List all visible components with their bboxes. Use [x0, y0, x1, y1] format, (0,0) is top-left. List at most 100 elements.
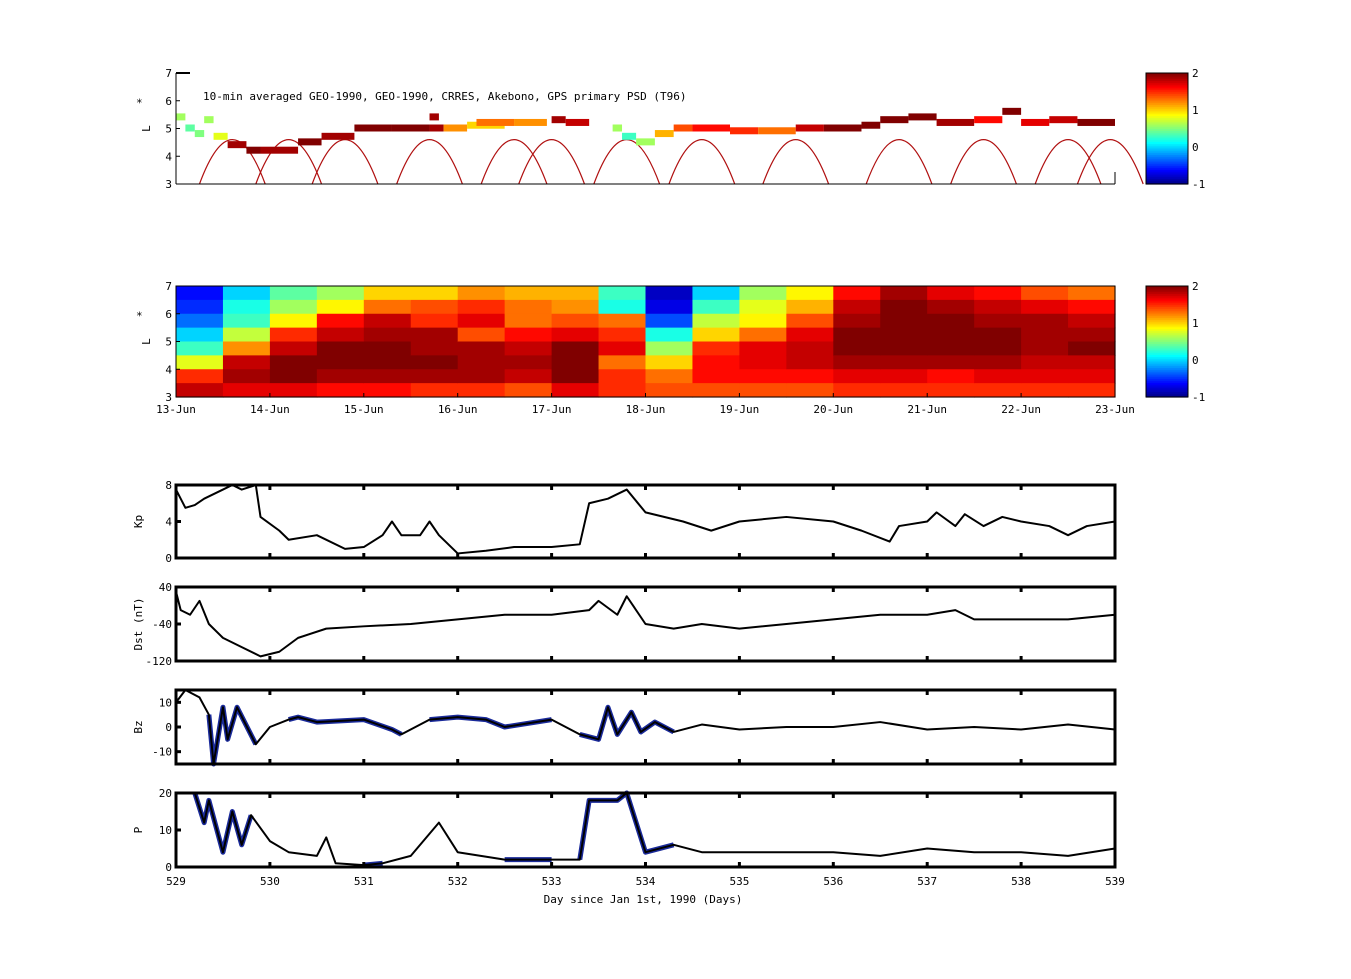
kp-panel: 0 4 8 Kp [132, 479, 1117, 565]
colorbar-cell [1146, 141, 1188, 144]
colorbar-cell [1146, 310, 1188, 313]
heatmap-cell [692, 369, 740, 384]
heatmap-cell [645, 286, 694, 301]
psd-point [246, 146, 261, 154]
heatmap-cell [363, 286, 412, 301]
colorbar-cell [1146, 328, 1188, 331]
colorbar-cell [1146, 289, 1188, 293]
x-tick-label: 13-Jun [156, 403, 196, 416]
heatmap-cell [833, 369, 881, 384]
orbit-pass [593, 139, 661, 185]
heatmap-cell [363, 327, 412, 343]
psd-point [861, 121, 881, 129]
colorbar-cell [1146, 337, 1188, 341]
heatmap-cell [692, 341, 740, 356]
heatmap-cell [880, 341, 928, 356]
heatmap-cell [974, 383, 1022, 398]
heatmap-cell [645, 369, 694, 384]
heatmap-cell [974, 341, 1022, 356]
orbit-pass [255, 139, 323, 185]
heatmap-cell [176, 327, 224, 343]
heatmap-cell [974, 369, 1022, 384]
y-tick-label: 4 [165, 516, 172, 529]
psd-point [730, 127, 759, 135]
heatmap-cell [176, 341, 224, 356]
colorbar-cell [1146, 158, 1188, 161]
heatmap-cell [739, 341, 787, 356]
heatmap-cell [598, 327, 647, 343]
colorbar-frame [1145, 285, 1189, 398]
colorbar-cell [1146, 121, 1188, 124]
colorbar-cell [1146, 354, 1188, 357]
heatmap-cell [645, 327, 694, 343]
data-series [193, 792, 1116, 867]
colorbar-cell [1146, 152, 1188, 155]
heatmap-cell [222, 355, 271, 370]
heatmap-cell [833, 327, 881, 343]
colorbar-cell [1146, 161, 1188, 165]
x-tick-label: 534 [636, 875, 656, 888]
heatmap-cell [739, 369, 787, 384]
heatmap-cell [739, 313, 787, 329]
heatmap-cell [880, 383, 928, 398]
psd-point [936, 118, 975, 126]
colorbar-cell [1146, 308, 1188, 311]
x-tick-label: 22-Jun [1001, 403, 1041, 416]
heatmap-cell [222, 286, 271, 301]
colorbar-cell [1146, 145, 1188, 148]
colorbar-cell [1146, 374, 1188, 378]
colorbar-cell [1146, 343, 1188, 346]
psd-point [260, 146, 299, 154]
heatmap-cell [504, 327, 553, 343]
colorbar-cell [1146, 326, 1188, 330]
heatmap-cell [927, 383, 975, 398]
colorbar-cell [1146, 115, 1188, 118]
heatmap-cell [410, 369, 459, 384]
x-tick-label: 538 [1011, 875, 1031, 888]
orbit-pass [668, 139, 736, 185]
heatmap-cell [739, 286, 787, 301]
heatmap-cell [739, 355, 787, 370]
heatmap-cell [176, 299, 224, 315]
orbit-pass [1034, 139, 1102, 185]
colorbar-cell [1146, 304, 1188, 307]
heatmap-cell [222, 383, 271, 398]
heatmap-cell [269, 299, 318, 315]
colorbar-tick-label: 2 [1192, 280, 1199, 293]
colorbar-cell [1146, 154, 1188, 157]
heatmap-cell [269, 341, 318, 356]
heatmap-cell [504, 383, 553, 398]
x-tick-label: 530 [260, 875, 280, 888]
heatmap-cell [974, 355, 1022, 370]
colorbar-cell [1146, 295, 1188, 298]
x-tick-label: 531 [354, 875, 374, 888]
heatmap-cell [645, 313, 694, 329]
y-axis-label: Kp [132, 515, 145, 528]
heatmap-cell [457, 327, 506, 343]
heatmap-cell [833, 299, 881, 315]
heatmap-cell [786, 299, 834, 315]
heatmap-cell [457, 369, 506, 384]
heatmap-cell [1068, 369, 1116, 384]
psd-point [880, 116, 909, 124]
colorbar-cell [1146, 356, 1188, 359]
heatmap-cell [598, 299, 647, 315]
heatmap-cell [927, 327, 975, 343]
heatmap-cell [692, 313, 740, 329]
heatmap-cell [1021, 369, 1069, 384]
orbit-pass [950, 139, 1017, 185]
heatmap-cell [786, 355, 834, 370]
psd-point [443, 124, 468, 132]
heatmap-cell [1068, 341, 1116, 356]
heatmap-cell [363, 383, 412, 398]
colorbar-cell [1146, 286, 1188, 289]
heatmap-cell [1068, 327, 1116, 343]
y-axis-label: Bz [132, 720, 145, 733]
colorbar-cell [1146, 176, 1188, 180]
psd-point [391, 124, 430, 132]
data-series [175, 484, 1116, 555]
heatmap-cell [739, 299, 787, 315]
colorbar-cell [1146, 104, 1188, 107]
heatmap-cell [551, 313, 600, 329]
